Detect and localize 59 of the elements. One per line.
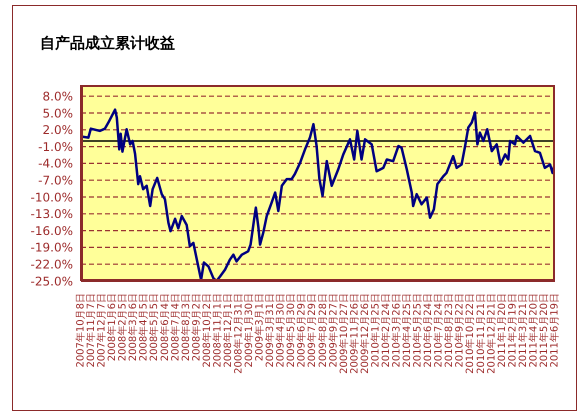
x-tick-label: 2011年4月20日 — [527, 293, 540, 368]
y-tick-label: 2.0% — [42, 123, 73, 138]
y-tick-label: -1.0% — [38, 140, 73, 154]
x-tick-label: 2011年2月19日 — [506, 293, 518, 368]
y-tick-label: 5.0% — [42, 106, 73, 120]
x-tick-label: 2010年7月24日 — [432, 293, 445, 368]
x-tick-label: 2007年10月8日 — [74, 293, 86, 368]
x-tick-label: 2008年2月5日 — [116, 293, 129, 362]
y-tick-label: -19.0% — [30, 240, 73, 255]
y-tick-label: -7.0% — [38, 173, 73, 188]
y-tick-label: 8.0% — [42, 89, 73, 104]
x-tick-label: 2008年6月4日 — [158, 293, 171, 362]
x-tick-label: 2009年3月1日 — [254, 293, 266, 362]
x-tick-label: 2008年1月6日 — [106, 293, 118, 362]
x-tick-label: 2010年10月22日 — [464, 293, 476, 374]
x-tick-label: 2008年7月4日 — [169, 293, 182, 362]
x-tick-label: 2008年3月6日 — [127, 293, 140, 362]
y-tick-label: -10.0% — [30, 190, 73, 204]
x-tick-label: 2010年3月26日 — [390, 293, 402, 368]
x-tick-label: 2011年3月21日 — [516, 293, 529, 368]
x-tick-label: 2010年9月22日 — [454, 293, 466, 368]
x-tick-label: 2007年12月7日 — [96, 293, 108, 368]
y-tick-label: -22.0% — [30, 257, 73, 272]
x-tick-label: 2009年10月27日 — [338, 293, 350, 374]
x-tick-label: 2010年2月24日 — [380, 293, 392, 368]
x-tick-label: 2008年12月1日 — [222, 293, 234, 368]
x-tick-label: 2009年7月29日 — [306, 293, 318, 368]
x-tick-label: 2008年8月3日 — [180, 293, 192, 362]
y-tick-label: -25.0% — [30, 274, 73, 288]
y-tick-label: -13.0% — [30, 207, 73, 222]
x-tick-label: 2007年11月7日 — [85, 293, 98, 368]
x-tick-label: 2010年5月25日 — [412, 293, 424, 368]
x-tick-label: 2008年9月2日 — [190, 293, 202, 362]
x-tick-label: 2008年5月5日 — [148, 293, 160, 362]
x-tick-label: 2009年3月31日 — [264, 293, 276, 368]
x-tick-label: 2008年4月5日 — [138, 293, 150, 362]
y-tick-label: -16.0% — [30, 224, 73, 238]
x-tick-label: 2011年6月19日 — [548, 293, 560, 368]
x-tick-label: 2009年1月30日 — [243, 293, 256, 368]
x-tick-label: 2009年5月30日 — [285, 293, 298, 368]
y-tick-label: -4.0% — [38, 156, 73, 171]
x-tick-label: 2009年6月29日 — [296, 293, 308, 368]
x-tick-label: 2010年4月25日 — [401, 293, 414, 368]
x-tick-label: 2011年5月20日 — [538, 293, 550, 368]
x-tick-label: 2009年12月26日 — [358, 293, 371, 374]
x-tick-label: 2008年10月2日 — [200, 293, 213, 368]
x-tick-label: 2009年4月30日 — [274, 293, 287, 368]
x-tick-label: 2011年1月20日 — [496, 293, 508, 368]
x-tick-label: 2010年6月24日 — [422, 293, 434, 368]
x-tick-label: 2009年8月28日 — [316, 293, 329, 368]
x-tick-label: 2010年11月21日 — [474, 293, 487, 374]
chart-title: 自产品成立累计收益 — [40, 34, 175, 53]
x-tick-label: 2008年11月1日 — [211, 293, 224, 368]
x-tick-label: 2008年12月31日 — [232, 293, 244, 374]
x-tick-label: 2009年11月26日 — [348, 293, 360, 374]
x-tick-label: 2010年12月21日 — [485, 293, 498, 374]
x-tick-label: 2010年8月23日 — [443, 293, 456, 368]
x-tick-label: 2009年9月27日 — [327, 293, 340, 368]
x-tick-label: 2010年1月25日 — [369, 293, 382, 368]
